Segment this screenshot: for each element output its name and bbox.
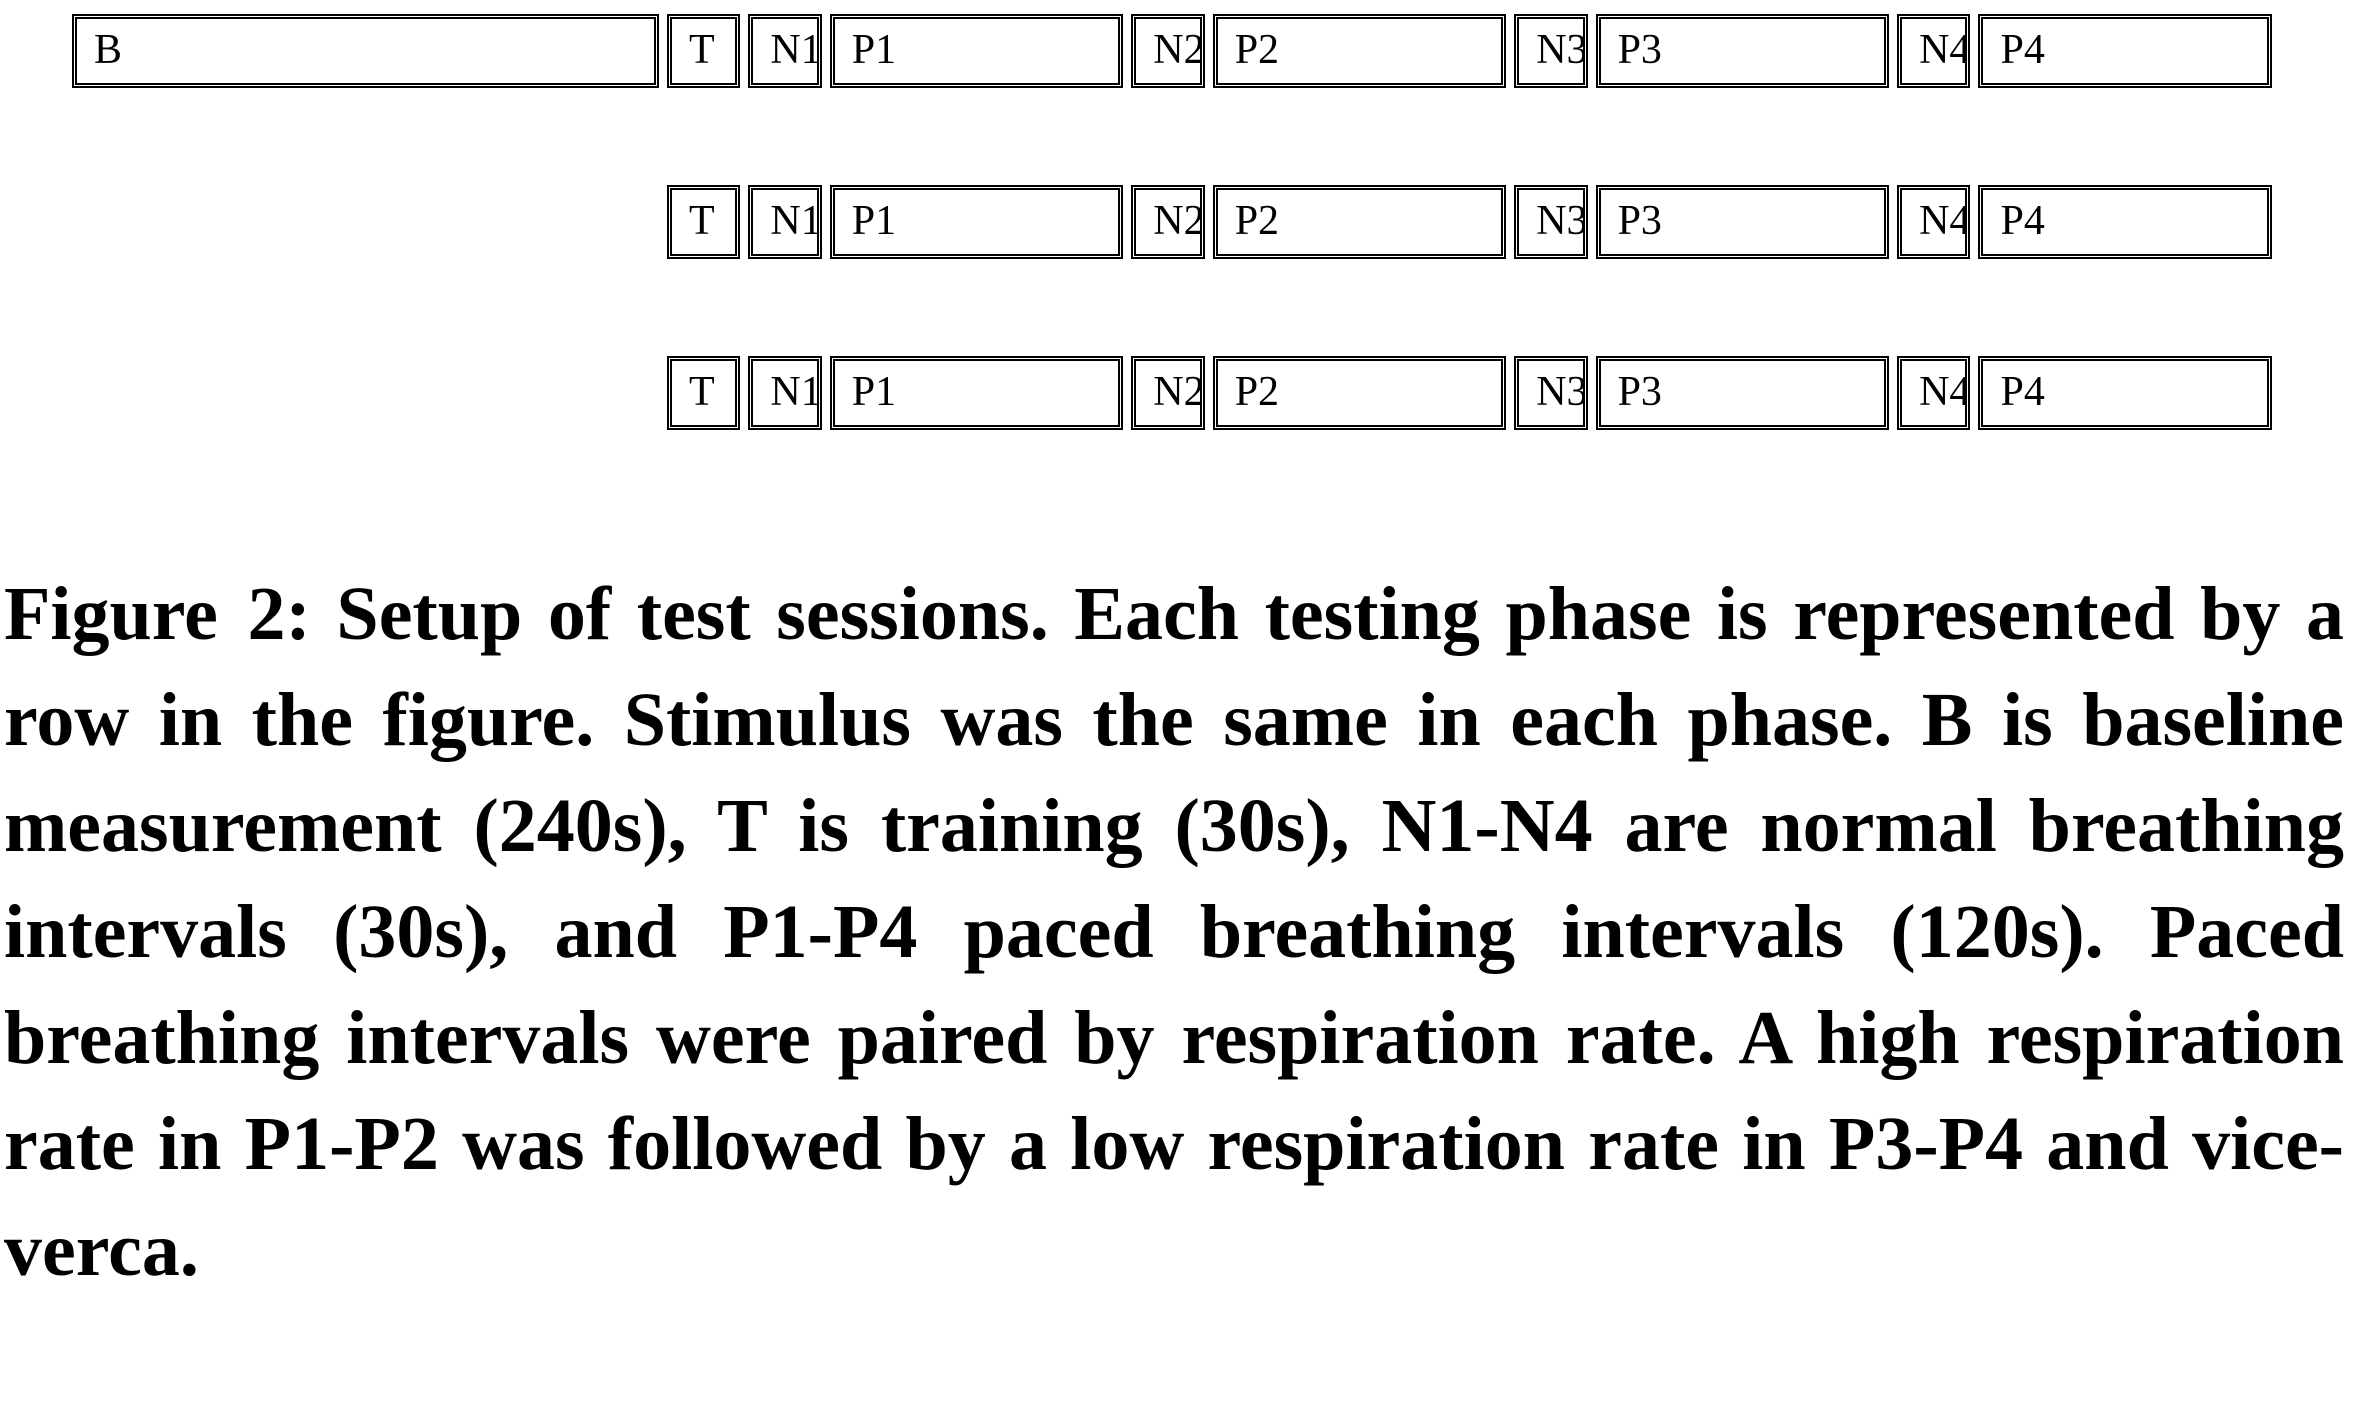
phase-block-p4: P4: [1978, 14, 2272, 88]
block-label: N2: [1134, 17, 1202, 85]
phase-block-p3: P3: [1595, 14, 1890, 88]
block-label: T: [670, 188, 738, 256]
caption-prefix: Figure 2:: [4, 572, 311, 656]
phase-row: B T N1 P1 N2 P2 N3 P3 N4 P4: [0, 14, 2356, 88]
phase-block-p4: P4: [1978, 185, 2272, 259]
phase-block-n4: N4: [1897, 185, 1971, 259]
phase-block-p2: P2: [1212, 356, 1507, 430]
phase-block-p1: P1: [829, 14, 1124, 88]
block-label: N2: [1134, 188, 1202, 256]
block-label: P3: [1598, 359, 1887, 427]
phase-block-p1: P1: [829, 356, 1124, 430]
phase-block-p3: P3: [1595, 356, 1890, 430]
phase-block-n1: N1: [748, 185, 822, 259]
block-label: N2: [1134, 359, 1202, 427]
phase-row: T N1 P1 N2 P2 N3 P3 N4 P4: [0, 356, 2356, 430]
block-label: B: [75, 17, 657, 85]
block-label: P1: [832, 17, 1121, 85]
phase-block-p2: P2: [1212, 14, 1507, 88]
block-label: N3: [1517, 17, 1585, 85]
phase-block-n3: N3: [1514, 356, 1588, 430]
caption-text: Setup of test sessions. Each testing pha…: [4, 572, 2345, 1292]
block-label: N4: [1900, 17, 1968, 85]
phase-block-n2: N2: [1131, 185, 1205, 259]
block-label: N4: [1900, 188, 1968, 256]
phase-block-n2: N2: [1131, 14, 1205, 88]
phase-block-n4: N4: [1897, 356, 1971, 430]
block-label: T: [670, 17, 738, 85]
phase-block-n4: N4: [1897, 14, 1971, 88]
block-label: P4: [1981, 17, 2269, 85]
phase-block-n2: N2: [1131, 356, 1205, 430]
phase-block-p1: P1: [829, 185, 1124, 259]
block-label: P2: [1215, 188, 1504, 256]
block-label: P2: [1215, 359, 1504, 427]
phase-block-p3: P3: [1595, 185, 1890, 259]
phase-block-b: B: [72, 14, 660, 88]
phase-block-p4: P4: [1978, 356, 2272, 430]
block-label: P4: [1981, 188, 2269, 256]
block-label: T: [670, 359, 738, 427]
figure-caption: Figure 2: Setup of test sessions. Each t…: [4, 561, 2344, 1303]
session-setup-diagram: B T N1 P1 N2 P2 N3 P3 N4 P4 T N1 P1 N2 P2 N3 P3 N4 P4 T N1 P1…: [0, 0, 2356, 460]
phase-block-t: T: [667, 14, 741, 88]
block-label: P3: [1598, 188, 1887, 256]
phase-block-n3: N3: [1514, 185, 1588, 259]
phase-block-p2: P2: [1212, 185, 1507, 259]
block-label: N1: [751, 188, 819, 256]
phase-row: T N1 P1 N2 P2 N3 P3 N4 P4: [0, 185, 2356, 259]
block-label: P1: [832, 188, 1121, 256]
block-label: P4: [1981, 359, 2269, 427]
phase-block-n1: N1: [748, 14, 822, 88]
block-label: P3: [1598, 17, 1887, 85]
block-label: N3: [1517, 188, 1585, 256]
phase-block-t: T: [667, 185, 741, 259]
block-label: P1: [832, 359, 1121, 427]
phase-block-n1: N1: [748, 356, 822, 430]
phase-block-t: T: [667, 356, 741, 430]
block-label: N1: [751, 359, 819, 427]
block-label: N3: [1517, 359, 1585, 427]
block-label: N4: [1900, 359, 1968, 427]
phase-block-n3: N3: [1514, 14, 1588, 88]
block-label: N1: [751, 17, 819, 85]
block-label: P2: [1215, 17, 1504, 85]
